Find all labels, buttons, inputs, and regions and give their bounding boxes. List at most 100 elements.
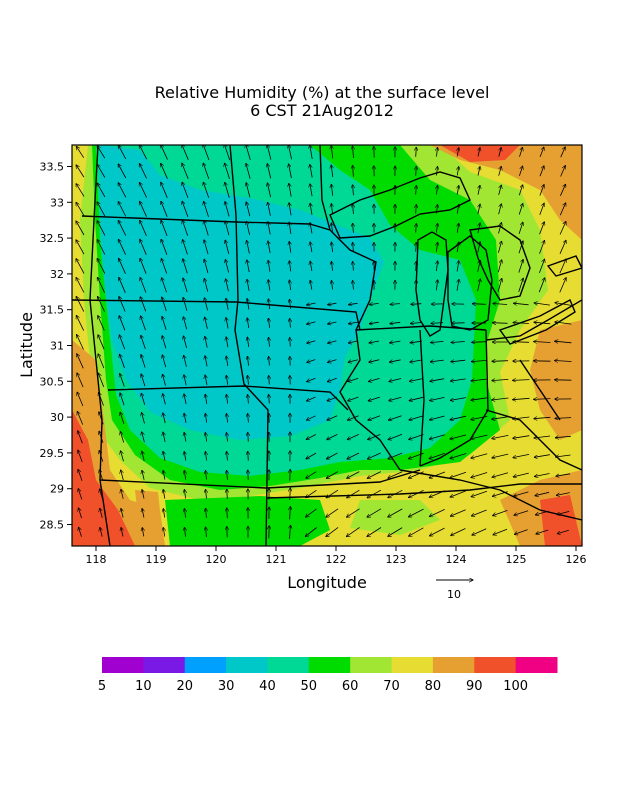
wind-vector (77, 392, 84, 407)
wind-vector (331, 223, 332, 234)
wind-vector (289, 164, 292, 179)
wind-vector (492, 491, 508, 497)
wind-vector (390, 341, 401, 343)
field-wet-sw-patch (135, 490, 162, 536)
wind-vector (142, 490, 144, 499)
wind-vector (161, 163, 168, 179)
reference-vector-label: 10 (447, 588, 461, 601)
wind-vector (290, 318, 291, 328)
y-tick-label: 29.5 (40, 447, 65, 460)
wind-vector (471, 360, 487, 361)
wind-vector (205, 413, 206, 423)
wind-vector (518, 204, 523, 215)
wind-vector (183, 297, 188, 311)
wind-vector (429, 490, 445, 498)
wind-vector (247, 241, 250, 254)
wind-vector (390, 304, 400, 305)
wind-vector (140, 220, 147, 236)
y-tick-label: 33 (50, 196, 64, 209)
wind-vector (100, 508, 103, 518)
wind-vector (162, 316, 167, 330)
wind-vector (408, 471, 424, 478)
wind-vector (76, 221, 85, 236)
wind-vector (97, 277, 105, 293)
wind-vector (389, 378, 402, 382)
wind-vector (327, 415, 338, 420)
wind-vector (513, 472, 529, 477)
wind-vector (429, 434, 445, 440)
wind-vector (328, 322, 337, 324)
wind-vector (310, 145, 313, 159)
wind-vector (436, 280, 437, 291)
wind-vector (539, 259, 544, 274)
wind-vector (555, 341, 572, 343)
wind-vector (142, 413, 145, 424)
wind-vector (203, 163, 210, 180)
wind-vector (118, 202, 127, 217)
wind-vector (76, 146, 85, 158)
wind-vector (416, 224, 417, 233)
y-axis-ticks: 33.5 33 32.5 32 31.5 31 30.5 30 29.5 29 28.5 (40, 160, 72, 532)
title-line-1: Relative Humidity (%) at the surface lev… (155, 83, 490, 102)
wind-vector (163, 394, 166, 405)
wind-vector (78, 489, 83, 500)
wind-vector (310, 280, 312, 290)
wind-vector (307, 322, 316, 324)
title-line-2: 6 CST 21Aug2012 (250, 101, 394, 120)
wind-vector (247, 299, 249, 310)
wind-vector (225, 221, 230, 236)
wind-vector (98, 373, 105, 388)
wind-vector (477, 279, 481, 292)
wind-vector (163, 374, 166, 386)
wind-vector (472, 528, 487, 535)
wind-vector (161, 220, 168, 236)
wind-vector (327, 452, 338, 459)
wind-vector (513, 454, 530, 457)
wind-vector (472, 304, 486, 305)
colorbar-swatch (267, 657, 310, 673)
wind-vector (555, 303, 572, 306)
wind-vector (226, 318, 228, 329)
x-tick-label: 119 (146, 553, 167, 566)
wind-vector (289, 203, 292, 216)
wind-vector (121, 470, 124, 481)
wind-vector (206, 471, 207, 480)
wind-vector (204, 298, 208, 311)
x-axis-ticks: 118 119 120 121 122 123 124 125 126 (86, 546, 587, 566)
wind-vector (409, 378, 423, 382)
colorbar-label: 80 (425, 679, 442, 694)
wind-vector (77, 373, 84, 388)
wind-vector (306, 434, 316, 440)
wind-vector (227, 489, 228, 499)
wind-vector (534, 342, 551, 343)
wind-vector (457, 223, 459, 233)
wind-vector (227, 470, 228, 480)
wind-vector (204, 278, 209, 292)
wind-vector (183, 259, 188, 274)
wind-vector (478, 204, 480, 214)
wind-vector (97, 146, 106, 159)
x-tick-label: 120 (206, 553, 227, 566)
wind-vector (416, 261, 417, 271)
wind-vector (471, 416, 488, 419)
wind-vector (498, 204, 502, 215)
wind-vector (353, 262, 354, 271)
wind-vector (97, 183, 106, 198)
wind-vector (497, 260, 501, 273)
wind-vector (353, 204, 354, 215)
wind-vector (290, 488, 291, 501)
wind-vector (182, 145, 189, 160)
lake-superior (329, 171, 471, 239)
wind-vector (347, 452, 360, 459)
wind-vector (290, 299, 291, 309)
wind-vector (307, 377, 316, 381)
wind-vector (268, 241, 270, 254)
wind-vector (388, 527, 403, 537)
wind-vector (388, 452, 403, 459)
wind-vector (247, 260, 250, 273)
wind-vector (472, 342, 487, 343)
wind-vector (331, 204, 332, 215)
wind-vector (410, 341, 422, 343)
wind-vector (119, 277, 126, 293)
wind-vector (388, 508, 403, 517)
